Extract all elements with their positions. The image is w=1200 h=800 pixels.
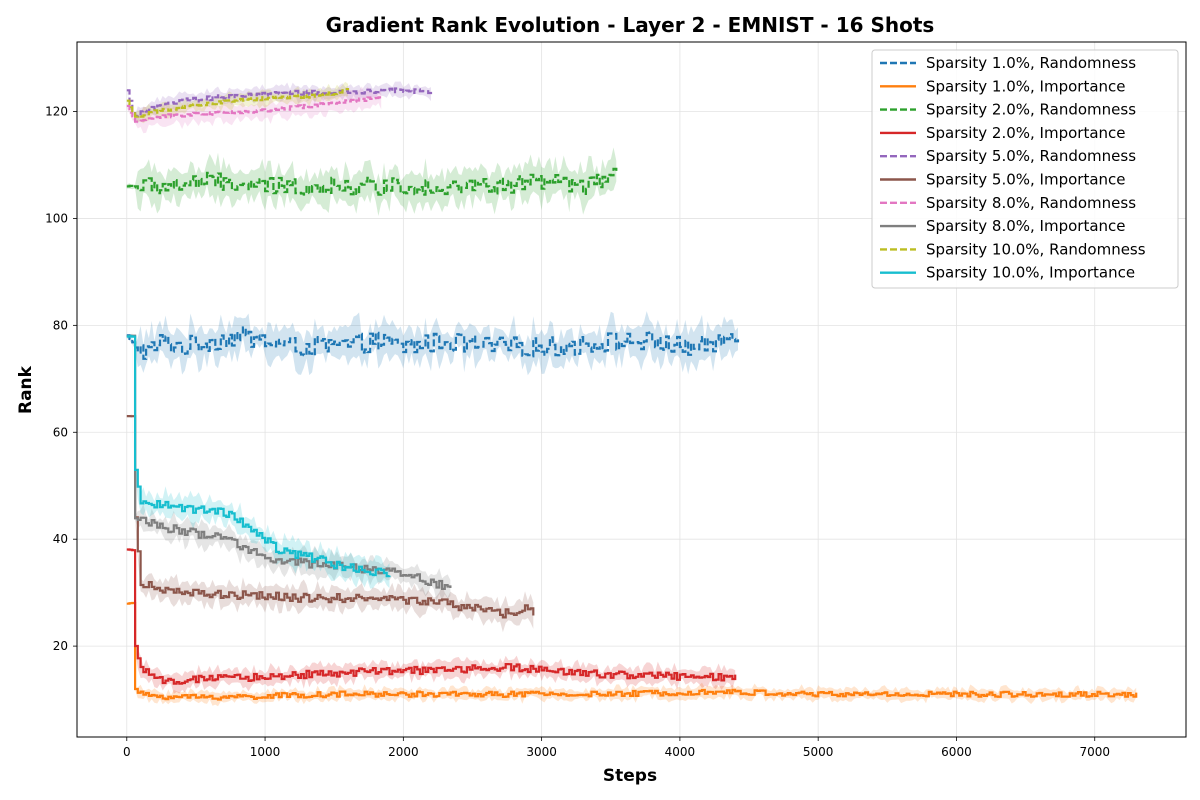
x-tick-label: 7000 (1079, 745, 1110, 759)
series-line (126, 167, 618, 196)
series-band (126, 81, 348, 124)
y-tick-label: 20 (53, 639, 68, 653)
x-tick-label: 5000 (803, 745, 834, 759)
series-line (126, 335, 391, 578)
legend-label: Sparsity 2.0%, Importance (926, 124, 1126, 142)
x-tick-label: 3000 (526, 745, 557, 759)
series-line (126, 326, 740, 360)
series-line (126, 96, 383, 123)
series-band (126, 334, 390, 589)
legend-label: Sparsity 1.0%, Importance (926, 77, 1126, 95)
legend-label: Sparsity 10.0%, Randomness (926, 240, 1146, 258)
series-band (126, 333, 451, 601)
legend-label: Sparsity 1.0%, Randomness (926, 54, 1136, 72)
x-tick-label: 0 (123, 745, 131, 759)
y-tick-label: 120 (45, 105, 68, 119)
legend-label: Sparsity 5.0%, Randomness (926, 147, 1136, 165)
y-tick-label: 100 (45, 211, 68, 225)
legend-label: Sparsity 2.0%, Randomness (926, 101, 1136, 119)
x-tick-label: 2000 (388, 745, 419, 759)
legend-label: Sparsity 8.0%, Randomness (926, 194, 1136, 212)
y-tick-label: 80 (53, 318, 68, 332)
legend-label: Sparsity 5.0%, Importance (926, 171, 1126, 189)
legend-label: Sparsity 8.0%, Importance (926, 217, 1126, 235)
series-line (126, 548, 737, 685)
x-tick-label: 1000 (250, 745, 281, 759)
series-band (126, 311, 739, 376)
legend-box (871, 49, 1179, 289)
y-tick-label: 60 (53, 425, 68, 439)
series-line (126, 415, 535, 619)
x-axis-title: Steps (603, 766, 657, 786)
axes-layer: 0 1000 2000 3000 4000 5000 6000 7000 20 40 60 80 100… (45, 41, 1187, 759)
series-line (126, 334, 452, 590)
x-tick-label: 6000 (941, 745, 972, 759)
x-tick-label: 4000 (665, 745, 696, 759)
legend-label: Sparsity 10.0%, Importance (926, 264, 1135, 282)
plot-frame (76, 41, 1187, 738)
series-band (126, 86, 382, 134)
y-axis-title: Rank (16, 365, 36, 414)
line-layer (126, 87, 1138, 701)
series-line (126, 88, 350, 118)
legend: Sparsity 1.0%, Randomness Sparsity 1.0%, … (871, 49, 1179, 289)
chart-title: Gradient Rank Evolution - Layer 2 - EMNI… (326, 13, 935, 37)
y-tick-label: 40 (53, 532, 68, 546)
series-line (126, 601, 1138, 701)
series-line (126, 87, 433, 117)
